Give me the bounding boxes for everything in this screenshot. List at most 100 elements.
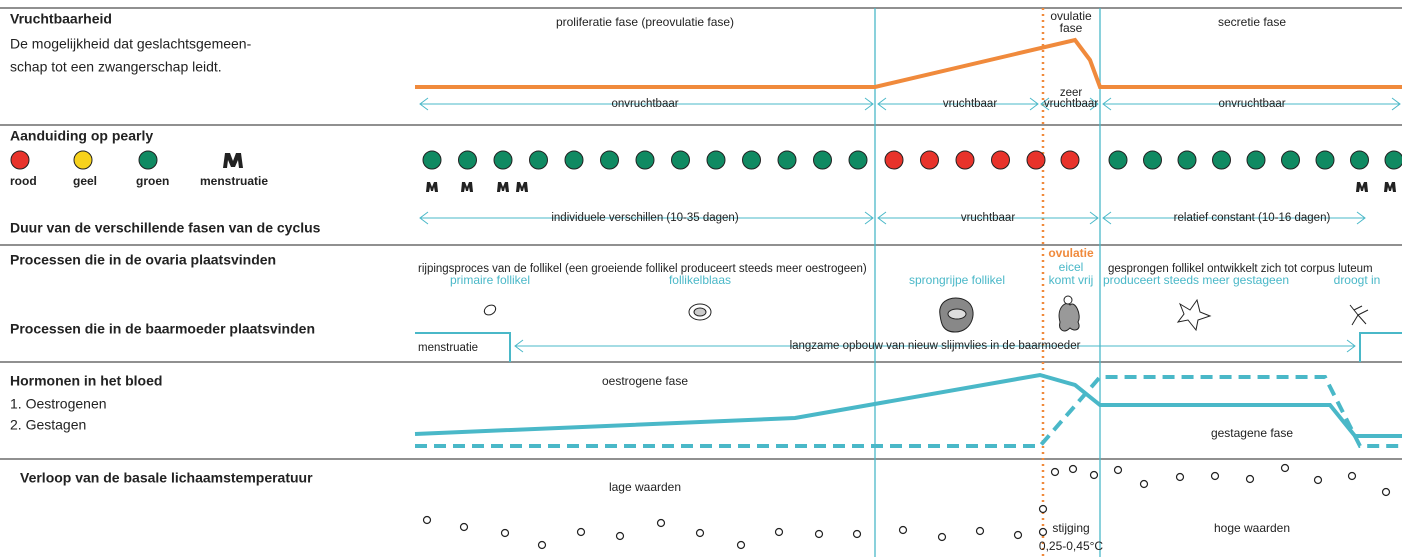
temperature-point <box>576 527 586 537</box>
menstruation-step <box>415 332 511 362</box>
temperature-point <box>1175 472 1185 482</box>
process-text: rijpingsproces van de follikel (een groe… <box>418 263 867 275</box>
stage-label: droogt in <box>1334 273 1381 287</box>
pearly-dot <box>742 150 761 170</box>
section-rules <box>0 7 1402 460</box>
pearly-dot <box>1350 150 1369 170</box>
m-icon <box>516 182 528 192</box>
temperature-point <box>1347 471 1357 481</box>
m-icon <box>1356 182 1368 192</box>
menstruation-step <box>1359 332 1402 362</box>
period-label: relatief constant (10-16 dagen) <box>1174 212 1331 224</box>
range-arrow <box>1102 97 1401 111</box>
phase-label: ovulatie <box>1050 9 1092 23</box>
m-icon <box>461 182 473 192</box>
section-title: Aanduiding op pearly <box>10 128 153 144</box>
temperature-point <box>1089 470 1099 480</box>
pearly-dot <box>1026 150 1046 170</box>
temperature-point <box>1013 530 1023 540</box>
temperature-point <box>537 540 547 550</box>
period-label: onvruchtbaar <box>611 98 678 110</box>
pearly-dot <box>955 150 975 170</box>
phase-label: gestagene fase <box>1211 426 1293 440</box>
stage-label: produceert steeds meer gestageen <box>1103 273 1289 287</box>
section-title: Hormonen in het bloed <box>10 373 162 389</box>
pearly-dot <box>991 150 1010 170</box>
pearly-dot <box>1177 150 1197 170</box>
range-label: hoge waarden <box>1214 521 1290 535</box>
pearly-dot <box>458 150 477 170</box>
pearly-dot <box>706 150 726 170</box>
pearly-dot <box>493 150 513 170</box>
pearly-dot <box>1315 150 1335 170</box>
stage-label: follikelblaas <box>669 273 731 287</box>
pearly-dot <box>777 150 797 170</box>
temperature-point <box>1280 463 1290 473</box>
legend-label: groen <box>136 174 169 188</box>
m-icon <box>1384 182 1396 192</box>
pearly-dot <box>1060 150 1080 170</box>
temperature-point <box>975 526 985 536</box>
temperature-point <box>852 529 862 539</box>
fertility-curve <box>415 37 1402 89</box>
range-arrow <box>419 97 874 111</box>
pearly-dot <box>671 150 690 170</box>
m-icon <box>497 182 509 192</box>
temperature-point <box>1050 467 1060 477</box>
section-title: Processen die in de baarmoeder plaatsvin… <box>10 321 315 337</box>
phase-label: proliferatie fase (preovulatie fase) <box>556 15 734 29</box>
pearly-dot <box>635 150 655 170</box>
process-text: eicel <box>1059 260 1084 274</box>
pearly-indicators <box>422 150 1402 192</box>
temperature-point <box>1038 504 1048 514</box>
list-item: 2. Gestagen <box>10 417 86 433</box>
description: De mogelijkheid dat geslachtsgemeen- <box>10 36 252 52</box>
gestagen-curve <box>415 375 1402 448</box>
phase-boundaries <box>874 8 1101 557</box>
pearly-dot <box>1384 150 1402 170</box>
legend-label: rood <box>10 174 37 188</box>
phase-label: secretie fase <box>1218 15 1286 29</box>
period-label: vruchtbaar <box>1044 98 1099 110</box>
follicle-icons <box>483 295 1369 333</box>
pearly-dot <box>813 150 832 170</box>
section-title: Duur van de verschillende fasen van de c… <box>10 220 321 236</box>
period-label: vruchtbaar <box>961 212 1016 224</box>
period-label: individuele verschillen (10-35 dagen) <box>551 212 738 224</box>
range-arrow <box>419 211 874 225</box>
temperature-point <box>1313 475 1323 485</box>
ovulation-label: ovulatie <box>1048 246 1094 260</box>
section-title: Processen die in de ovaria plaatsvinden <box>10 252 276 268</box>
temperature-point <box>500 528 510 538</box>
temperature-point <box>656 518 666 528</box>
process-text: komt vrij <box>1049 273 1094 287</box>
rise-label: stijging <box>1052 521 1089 535</box>
temperature-point <box>1068 464 1078 474</box>
range-arrow <box>877 211 1099 225</box>
temperature-point <box>615 531 625 541</box>
m-icon <box>426 182 438 192</box>
legend-red <box>10 150 30 170</box>
temperature-point <box>1245 474 1255 484</box>
temperature-point <box>736 540 746 550</box>
legend-yellow <box>73 150 93 170</box>
temperature-point <box>459 522 469 532</box>
pearly-dot <box>1143 150 1162 170</box>
range-label: lage waarden <box>609 480 681 494</box>
pearly-dot <box>422 150 442 170</box>
pearly-dot <box>1108 150 1128 170</box>
temperature-point <box>1381 487 1391 497</box>
period-label: onvruchtbaar <box>1218 98 1285 110</box>
pearly-dot <box>1246 150 1266 170</box>
range-arrow <box>514 339 1356 353</box>
temperature-point <box>1113 465 1123 475</box>
pearly-dot <box>1212 150 1231 170</box>
temperature-point <box>695 528 705 538</box>
pearly-dot <box>1281 150 1300 170</box>
range-arrow <box>1040 97 1099 111</box>
temperature-point <box>1038 527 1048 537</box>
period-label: zeer <box>1060 87 1083 99</box>
description: schap tot een zwangerschap leidt. <box>10 59 222 75</box>
process-text: gesprongen follikel ontwikkelt zich tot … <box>1108 263 1373 275</box>
